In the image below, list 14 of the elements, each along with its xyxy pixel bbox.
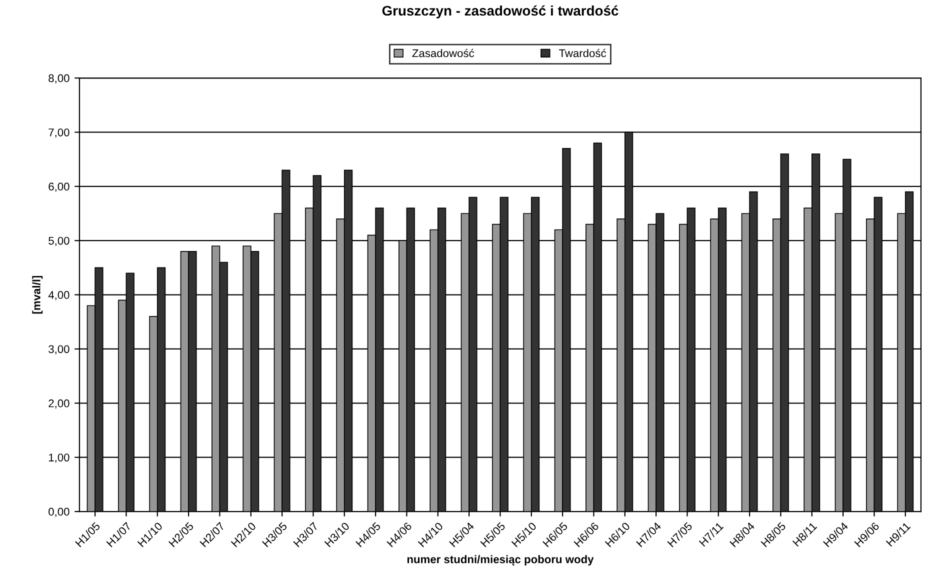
y-tick-label: 2,00 [48, 399, 70, 409]
y-tick-label: 3,00 [48, 345, 70, 354]
x-axis-title: numer studni/miesiąc poboru wody [407, 555, 594, 566]
legend-label: Zasadowość [412, 48, 474, 58]
y-tick-label: 6,00 [48, 182, 70, 192]
y-tick-label: 1,00 [48, 454, 70, 463]
y-tick-label: 5,00 [48, 236, 70, 246]
y-axis-title: [mval/l] [32, 276, 43, 314]
y-tick-label: 0,00 [48, 508, 70, 517]
y-tick-label: 4,00 [48, 291, 70, 300]
legend-label: Twardość [559, 48, 606, 58]
chart-title: Gruszczyn - zasadowość i twardość [382, 5, 618, 18]
y-tick-label: 7,00 [48, 128, 70, 138]
y-tick-label: 8,00 [48, 74, 70, 84]
